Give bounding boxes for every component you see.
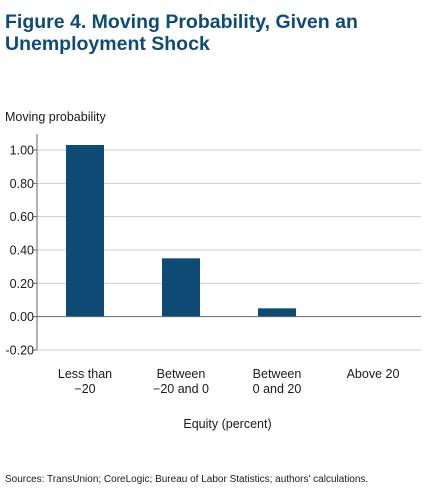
bar: [66, 145, 104, 317]
x-category-label: Less than: [58, 367, 112, 381]
bar: [258, 308, 296, 317]
x-category-label: Between: [157, 367, 206, 381]
x-category-label: Between: [253, 367, 302, 381]
x-axis-title: Equity (percent): [183, 417, 272, 431]
sources-note: Sources: TransUnion; CoreLogic; Bureau o…: [5, 474, 369, 485]
y-tick-label: -0.20: [6, 344, 35, 358]
figure-title-line-2: Unemployment Shock: [5, 33, 210, 55]
axes: [36, 134, 421, 350]
y-tick-label: 0.40: [10, 244, 34, 258]
y-tick-label: 0.20: [10, 277, 34, 291]
bar: [162, 258, 200, 317]
x-category-label: −20 and 0: [153, 382, 209, 396]
x-category-label: −20: [74, 382, 95, 396]
y-tick-label: 0.00: [10, 310, 34, 324]
y-axis-title: Moving probability: [5, 110, 106, 124]
y-tick-label: 0.80: [10, 177, 34, 191]
x-category-label: 0 and 20: [253, 382, 302, 396]
figure-title: Figure 4. Moving Probability, Given an U…: [5, 11, 425, 55]
bars: [66, 145, 296, 317]
y-tick-label: 0.60: [10, 210, 34, 224]
figure-title-line-1: Figure 4. Moving Probability, Given an: [5, 11, 358, 33]
y-tick-label: 1.00: [10, 144, 34, 158]
x-category-label: Above 20: [347, 367, 400, 381]
